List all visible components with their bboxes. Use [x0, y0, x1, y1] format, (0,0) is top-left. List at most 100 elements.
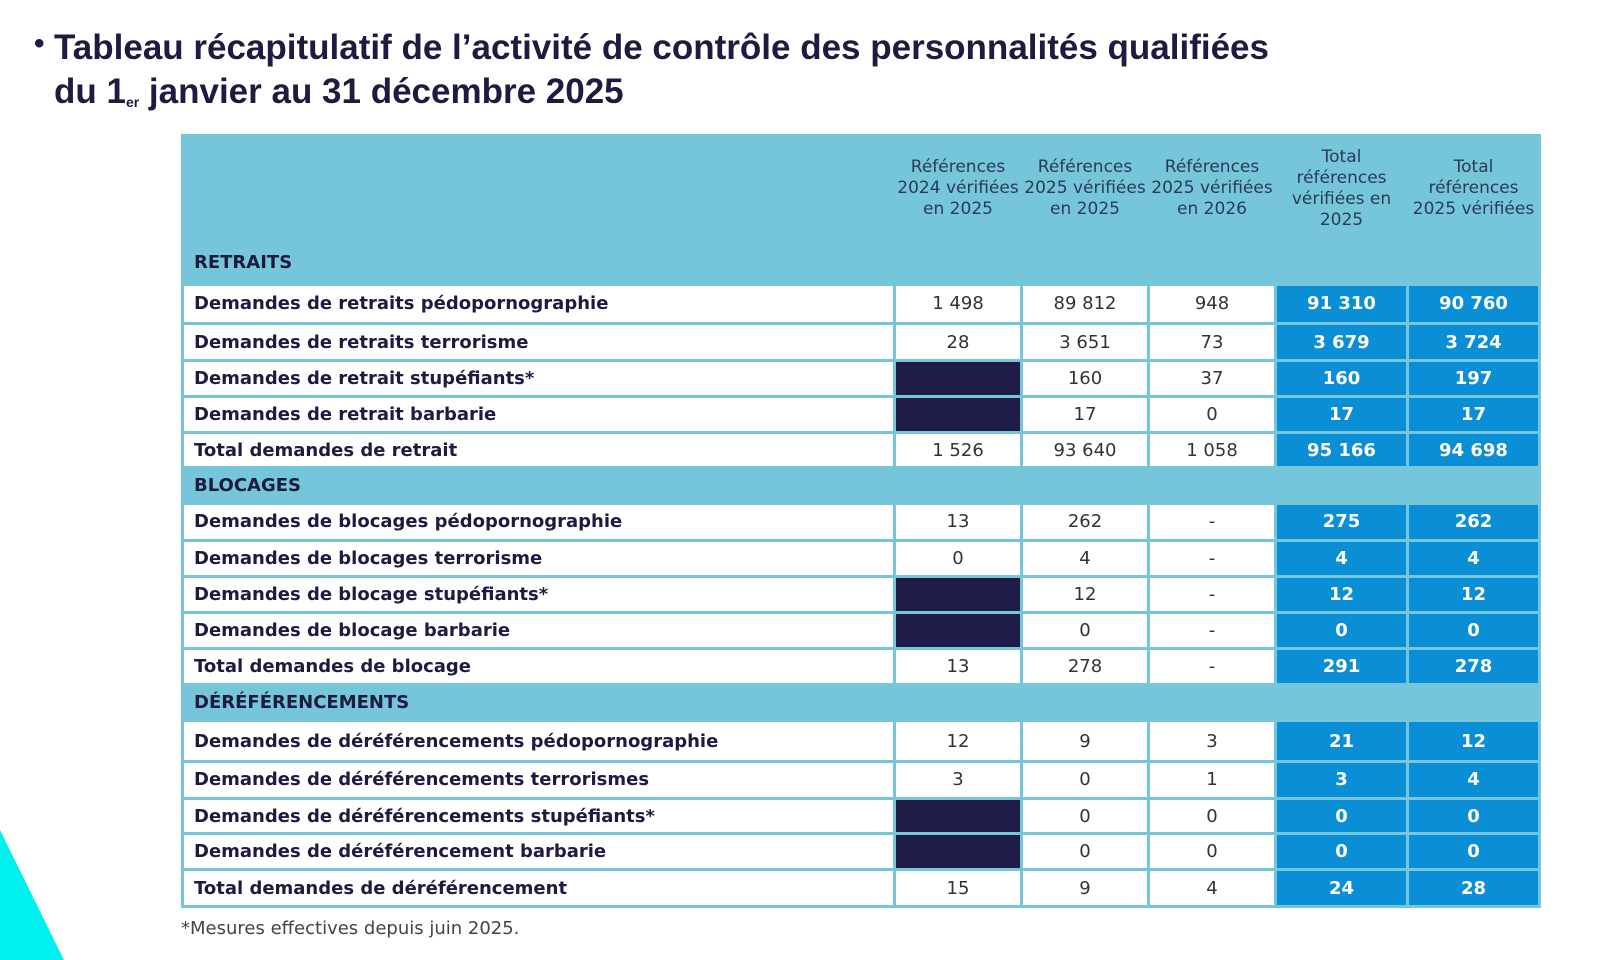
- table-row: Demandes de retraits terrorisme 28 3 651…: [181, 321, 1541, 363]
- cell-ref-2025: 0: [1020, 832, 1150, 872]
- cell-ref-2024: 13: [893, 646, 1023, 686]
- redacted-cell: [893, 832, 1023, 872]
- cell-ref-2025: 17: [1020, 395, 1150, 434]
- cell-ref-2025-2026: 0: [1147, 395, 1277, 434]
- footnote: *Mesures effectives depuis juin 2025.: [181, 918, 520, 939]
- cell-total-2025: 3: [1274, 760, 1409, 800]
- cell-ref-2025: 3 651: [1020, 321, 1150, 363]
- cell-ref-2025-2026: 73: [1147, 321, 1277, 363]
- cell-total-2025: 0: [1274, 832, 1409, 872]
- cell-total-2025: 24: [1274, 868, 1409, 908]
- cell-total-2025: 21: [1274, 719, 1409, 764]
- table-row: Demandes de blocage stupéfiants* 12 - 12…: [181, 574, 1541, 615]
- table-row: Demandes de déréférencements stupéfiants…: [181, 796, 1541, 836]
- section-row-retraits: RETRAITS: [181, 240, 1541, 286]
- title-line-2: du 1er janvier au 31 décembre 2025: [54, 68, 624, 112]
- row-label: Total demandes de retrait: [181, 430, 896, 470]
- cell-ref-2025: 0: [1020, 760, 1150, 800]
- decorative-corner-shape: [0, 830, 64, 960]
- header-ref-2024-verified-2025: Références 2024 vérifiées en 2025: [893, 133, 1023, 244]
- section-row-dereferencements: DÉRÉFÉRENCEMENTS: [181, 682, 1541, 723]
- cell-total-ref-2025: 197: [1406, 359, 1541, 399]
- cell-total-2025: 4: [1274, 538, 1409, 578]
- cell-ref-2024: 3: [893, 760, 1023, 800]
- table-row: Demandes de déréférencement barbarie 0 0…: [181, 832, 1541, 872]
- cell-ref-2025: 93 640: [1020, 430, 1150, 470]
- row-label: Total demandes de blocage: [181, 646, 896, 686]
- title-bullet: •: [34, 27, 45, 60]
- cell-ref-2025: 9: [1020, 868, 1150, 908]
- cell-total-ref-2025: 262: [1406, 502, 1541, 542]
- table-row: Demandes de retraits pédopornographie 1 …: [181, 282, 1541, 325]
- cell-ref-2024: 1 498: [893, 282, 1023, 325]
- row-label: Demandes de blocages terrorisme: [181, 538, 896, 578]
- row-label: Demandes de retrait stupéfiants*: [181, 359, 896, 399]
- cell-ref-2025-2026: 1: [1147, 760, 1277, 800]
- cell-ref-2024: 12: [893, 719, 1023, 764]
- cell-total-2025: 0: [1274, 611, 1409, 650]
- redacted-cell: [893, 574, 1023, 615]
- cell-ref-2025-2026: 37: [1147, 359, 1277, 399]
- cell-ref-2025: 4: [1020, 538, 1150, 578]
- row-label: Total demandes de déréférencement: [181, 868, 896, 908]
- cell-ref-2025-2026: -: [1147, 538, 1277, 578]
- title-line-2-end: janvier au 31 décembre 2025: [139, 72, 624, 111]
- cell-ref-2024: 13: [893, 502, 1023, 542]
- title-line-2-start: du 1: [54, 72, 126, 111]
- row-label: Demandes de blocages pédopornographie: [181, 502, 896, 542]
- cell-total-2025: 291: [1274, 646, 1409, 686]
- cell-total-ref-2025: 28: [1406, 868, 1541, 908]
- row-label: Demandes de déréférencements terrorismes: [181, 760, 896, 800]
- cell-ref-2025: 160: [1020, 359, 1150, 399]
- cell-total-ref-2025: 12: [1406, 574, 1541, 615]
- table-row: Demandes de blocages pédopornographie 13…: [181, 502, 1541, 542]
- table-row-total: Total demandes de retrait 1 526 93 640 1…: [181, 430, 1541, 470]
- section-row-blocages: BLOCAGES: [181, 466, 1541, 506]
- cell-ref-2025-2026: -: [1147, 502, 1277, 542]
- recap-table: Références 2024 vérifiées en 2025 Référe…: [181, 133, 1541, 908]
- cell-total-ref-2025: 4: [1406, 538, 1541, 578]
- redacted-cell: [893, 395, 1023, 434]
- cell-total-ref-2025: 278: [1406, 646, 1541, 686]
- cell-ref-2025: 0: [1020, 611, 1150, 650]
- header-total-ref-2025-verified: Total références 2025 vérifiées: [1406, 133, 1541, 244]
- row-label: Demandes de blocage barbarie: [181, 611, 896, 650]
- table-header-row: Références 2024 vérifiées en 2025 Référe…: [181, 133, 1541, 244]
- table-row: Demandes de retrait stupéfiants* 160 37 …: [181, 359, 1541, 399]
- title-superscript: er: [125, 94, 140, 110]
- cell-total-ref-2025: 3 724: [1406, 321, 1541, 363]
- cell-ref-2024: 15: [893, 868, 1023, 908]
- row-label: Demandes de déréférencements stupéfiants…: [181, 796, 896, 836]
- row-label: Demandes de blocage stupéfiants*: [181, 574, 896, 615]
- section-title-dereferencements: DÉRÉFÉRENCEMENTS: [181, 682, 1541, 723]
- redacted-cell: [893, 796, 1023, 836]
- cell-ref-2025-2026: 948: [1147, 282, 1277, 325]
- table-row: Demandes de retrait barbarie 17 0 17 17: [181, 395, 1541, 434]
- table-row: Demandes de déréférencements terrorismes…: [181, 760, 1541, 800]
- cell-total-2025: 3 679: [1274, 321, 1409, 363]
- cell-total-2025: 0: [1274, 796, 1409, 836]
- section-title-blocages: BLOCAGES: [181, 466, 1541, 506]
- row-label: Demandes de retraits pédopornographie: [181, 282, 896, 325]
- cell-ref-2025: 0: [1020, 796, 1150, 836]
- cell-ref-2025-2026: 3: [1147, 719, 1277, 764]
- row-label: Demandes de déréférencements pédopornogr…: [181, 719, 896, 764]
- row-label: Demandes de retraits terrorisme: [181, 321, 896, 363]
- cell-total-ref-2025: 17: [1406, 395, 1541, 434]
- table-row-total: Total demandes de déréférencement 15 9 4…: [181, 868, 1541, 908]
- cell-ref-2025-2026: -: [1147, 611, 1277, 650]
- cell-ref-2024: 1 526: [893, 430, 1023, 470]
- cell-ref-2025: 89 812: [1020, 282, 1150, 325]
- cell-ref-2025-2026: 1 058: [1147, 430, 1277, 470]
- redacted-cell: [893, 611, 1023, 650]
- cell-total-ref-2025: 90 760: [1406, 282, 1541, 325]
- cell-ref-2025: 278: [1020, 646, 1150, 686]
- cell-total-ref-2025: 12: [1406, 719, 1541, 764]
- section-title-retraits: RETRAITS: [181, 240, 1541, 286]
- cell-ref-2025: 262: [1020, 502, 1150, 542]
- redacted-cell: [893, 359, 1023, 399]
- row-label: Demandes de retrait barbarie: [181, 395, 896, 434]
- cell-ref-2025-2026: -: [1147, 574, 1277, 615]
- row-label: Demandes de déréférencement barbarie: [181, 832, 896, 872]
- cell-ref-2024: 0: [893, 538, 1023, 578]
